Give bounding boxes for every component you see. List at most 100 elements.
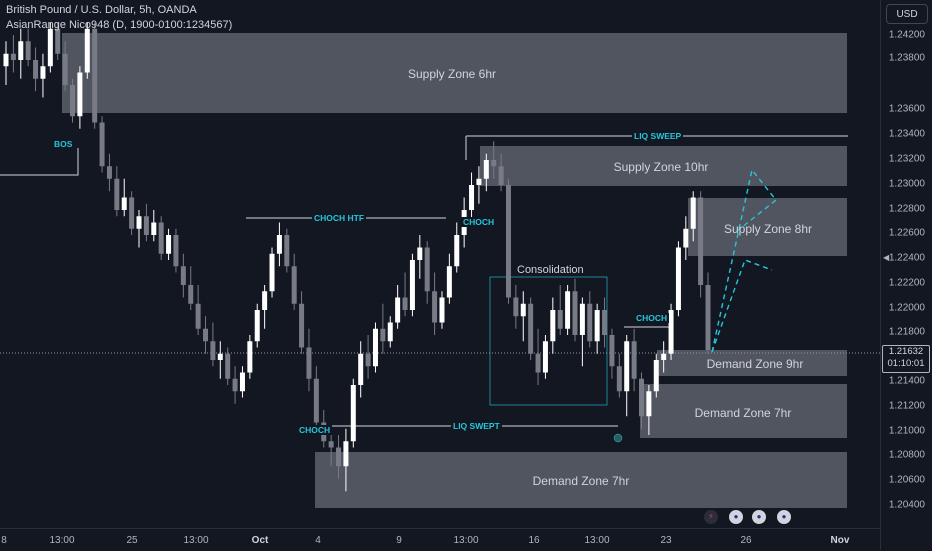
currency-button[interactable]: USD bbox=[886, 4, 928, 24]
candle-body bbox=[372, 328, 378, 367]
candle-body bbox=[62, 53, 68, 85]
candle-body bbox=[121, 197, 127, 210]
bar-countdown: 01:10:01 bbox=[887, 358, 925, 369]
candle-body bbox=[180, 266, 186, 285]
price-tick: 1.21800 bbox=[888, 326, 925, 338]
us-event-icon[interactable]: ● bbox=[752, 510, 766, 524]
candle-body bbox=[328, 441, 334, 448]
zone-label-supply-10hr: Supply Zone 10hr bbox=[613, 160, 709, 174]
candle-body bbox=[572, 291, 578, 335]
candle-body bbox=[350, 385, 356, 442]
candle-body bbox=[136, 216, 142, 229]
price-tick: 1.23000 bbox=[888, 178, 925, 190]
price-tick: 1.23800 bbox=[888, 52, 925, 64]
price-tick: 1.21200 bbox=[888, 400, 925, 412]
price-tick: 1.22800 bbox=[888, 203, 925, 215]
candle-body bbox=[299, 303, 305, 348]
time-tick: 9 bbox=[396, 535, 402, 546]
candle-body bbox=[291, 266, 297, 304]
candle-body bbox=[25, 41, 31, 60]
choch-label-2: CHOCH bbox=[297, 425, 333, 435]
sweep-marker[interactable] bbox=[613, 433, 623, 443]
candle-body bbox=[313, 378, 319, 423]
candle-body bbox=[365, 353, 371, 367]
candle-body bbox=[336, 447, 342, 467]
price-tick: 1.20800 bbox=[888, 449, 925, 461]
candle-body bbox=[409, 260, 415, 310]
dividend-event-icon[interactable]: ⚡ bbox=[704, 510, 718, 524]
candle-body bbox=[661, 353, 667, 360]
candle-body bbox=[239, 372, 245, 392]
price-tick: 1.21000 bbox=[888, 425, 925, 437]
liq-sweep-label: LIQ SWEEP bbox=[632, 131, 684, 141]
candle-body bbox=[262, 291, 268, 310]
symbol-title: British Pound / U.S. Dollar, 5h, OANDA bbox=[6, 4, 197, 16]
candle-body bbox=[624, 341, 630, 392]
time-tick: 13:00 bbox=[584, 535, 610, 546]
us-event-icon[interactable]: ● bbox=[777, 510, 791, 524]
candle-body bbox=[166, 235, 172, 254]
candle-body bbox=[84, 28, 90, 73]
candle-body bbox=[565, 291, 571, 329]
time-tick: 13:00 bbox=[183, 535, 209, 546]
candle-body bbox=[557, 310, 563, 329]
candle-body bbox=[70, 85, 76, 117]
candle-body bbox=[483, 160, 489, 179]
candle-body bbox=[232, 378, 238, 392]
time-tick: 13:00 bbox=[453, 535, 479, 546]
price-tick: 1.20600 bbox=[888, 474, 925, 486]
candle-body bbox=[528, 303, 534, 354]
candle-body bbox=[247, 341, 253, 373]
candle-body bbox=[683, 228, 689, 248]
candle-body bbox=[668, 310, 674, 354]
candle-body bbox=[195, 303, 201, 329]
time-tick: Oct bbox=[251, 535, 269, 546]
candle-body bbox=[343, 441, 349, 467]
candle-body bbox=[550, 310, 556, 342]
price-tick: 1.22600 bbox=[888, 227, 925, 239]
candle-body bbox=[705, 285, 711, 350]
candle-body bbox=[284, 235, 290, 267]
indicator-title[interactable]: AsianRange Nico948 (D, 1900-0100:1234567… bbox=[6, 19, 233, 31]
choch-label-3: CHOCH bbox=[634, 313, 670, 323]
candle-body bbox=[653, 360, 659, 392]
time-tick: 8 bbox=[1, 535, 7, 546]
candle-body bbox=[675, 247, 681, 310]
last-price-tag: 1.21632 01:10:01 bbox=[882, 345, 930, 373]
time-tick: Nov bbox=[830, 535, 850, 546]
time-tick: 16 bbox=[528, 535, 540, 546]
time-tick: 26 bbox=[740, 535, 752, 546]
candle-body bbox=[417, 247, 423, 260]
candle-body bbox=[505, 185, 511, 298]
candle-body bbox=[520, 303, 526, 317]
time-axis[interactable]: 8 13:00 25 13:00 Oct 4 9 13:00 16 13:00 23 26 Nov bbox=[0, 528, 880, 551]
candle-body bbox=[631, 341, 637, 379]
candle-body bbox=[579, 303, 585, 335]
candle-body bbox=[439, 297, 445, 323]
price-tick: 1.23400 bbox=[888, 128, 925, 140]
price-tick: 1.22000 bbox=[888, 302, 925, 314]
candle-body bbox=[33, 60, 39, 79]
price-tick: 1.21400 bbox=[888, 375, 925, 387]
candle-body bbox=[594, 310, 600, 342]
zone-label-demand-7hr-upper: Demand Zone 7hr bbox=[694, 406, 792, 420]
demand-zone-9hr bbox=[657, 350, 847, 376]
price-axis[interactable]: 1.24200 1.23800 1.23600 1.23400 1.23200 1.230… bbox=[880, 0, 932, 550]
candle-body bbox=[18, 41, 24, 60]
candle-body bbox=[106, 166, 112, 179]
price-chart[interactable] bbox=[0, 0, 880, 528]
candle-body bbox=[217, 353, 223, 360]
us-event-icon[interactable]: ● bbox=[729, 510, 743, 524]
candle-body bbox=[395, 297, 401, 323]
bos-label: BOS bbox=[52, 139, 75, 149]
candle-body bbox=[646, 391, 652, 417]
candle-body bbox=[158, 222, 164, 254]
candle-body bbox=[542, 341, 548, 373]
candle-body bbox=[690, 197, 696, 229]
candle-body bbox=[77, 72, 83, 117]
scale-arrow-icon[interactable]: ◀ bbox=[883, 253, 890, 262]
candle-body bbox=[498, 166, 504, 185]
candle-body bbox=[203, 328, 209, 342]
candle-body bbox=[402, 297, 408, 310]
candle-body bbox=[269, 253, 275, 292]
